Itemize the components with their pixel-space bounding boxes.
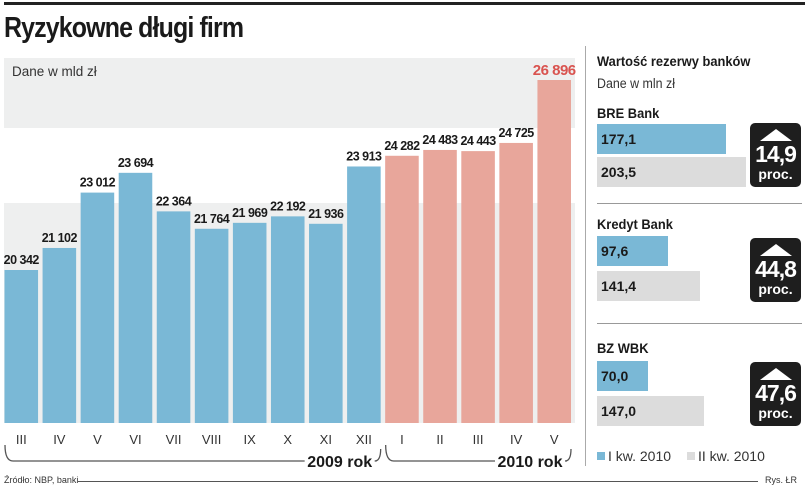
tick-label-4: VII [166, 432, 182, 447]
tick-label-13: IV [510, 432, 523, 447]
tick-label-7: X [283, 432, 292, 447]
value-label-10: 24 282 [384, 139, 420, 153]
q1-value: 97,6 [601, 243, 629, 259]
q2-bar: 141,4 [597, 271, 701, 301]
bar-5 [194, 228, 229, 423]
source-note: Źródło: NBP, banki [4, 475, 79, 485]
bar-14 [537, 80, 571, 423]
bar-1 [42, 247, 77, 423]
legend: I kw. 2010 II kw. 2010 [597, 448, 765, 464]
q2-bar: 147,0 [597, 396, 705, 426]
value-label-14: 26 896 [533, 62, 576, 79]
tick-label-11: II [436, 432, 443, 447]
legend-label-q1: I kw. 2010 [608, 448, 672, 464]
value-label-7: 22 192 [270, 199, 306, 213]
tick-label-3: VI [129, 432, 141, 447]
value-label-1: 21 102 [42, 231, 78, 245]
tick-label-5: VIII [202, 432, 222, 447]
footer-rule [78, 481, 758, 482]
separator [597, 203, 802, 204]
value-label-3: 23 694 [118, 156, 154, 170]
tick-label-0: III [16, 432, 27, 447]
change-unit: proc. [758, 281, 793, 297]
change-percent: 44,8 [755, 256, 797, 282]
q1-value: 70,0 [601, 368, 629, 384]
value-label-0: 20 342 [4, 253, 40, 267]
year-bracket-0 [4, 444, 382, 462]
bank-name: Kredyt Bank [597, 216, 673, 232]
year-label-0: 2009 rok [307, 454, 372, 471]
bank-name: BZ WBK [597, 340, 649, 356]
change-percent: 47,6 [755, 380, 797, 406]
bar-7 [270, 216, 305, 423]
side-panel-title: Wartość rezerwy banków [597, 53, 751, 69]
value-label-5: 21 764 [194, 212, 230, 226]
year-label-1: 2010 rok [498, 454, 563, 471]
side-panel-subtitle: Dane w mln zł [597, 76, 675, 91]
tick-label-1: IV [53, 432, 66, 447]
tick-label-9: XII [356, 432, 372, 447]
up-arrow-icon [760, 129, 792, 141]
bar-10 [385, 155, 419, 424]
change-badge: 44,8 proc. [750, 238, 801, 302]
value-label-13: 24 725 [499, 126, 535, 140]
tick-label-12: III [473, 432, 484, 447]
bar-3 [118, 172, 153, 423]
value-label-2: 23 012 [80, 176, 116, 190]
q2-value: 141,4 [601, 278, 637, 294]
value-label-9: 23 913 [346, 149, 382, 163]
bank-name: BRE Bank [597, 105, 660, 121]
up-arrow-icon [760, 368, 792, 380]
change-badge: 14,9 proc. [750, 123, 801, 187]
bar-2 [80, 192, 115, 423]
change-unit: proc. [758, 405, 793, 421]
year-bracket-1 [385, 444, 572, 462]
up-arrow-icon [760, 244, 792, 256]
q1-bar: 70,0 [597, 361, 649, 391]
q1-bar: 177,1 [597, 124, 727, 154]
value-label-8: 21 936 [308, 207, 344, 221]
value-label-4: 22 364 [156, 194, 192, 208]
chart-title: Ryzykowne długi firm [4, 12, 244, 44]
bar-13 [499, 142, 533, 423]
tick-label-2: V [93, 432, 102, 447]
change-badge: 47,6 proc. [750, 362, 801, 426]
q2-bar: 203,5 [597, 157, 746, 187]
tick-label-14: V [550, 432, 559, 447]
bar-9 [347, 166, 381, 423]
legend-swatch-q1 [597, 452, 605, 460]
legend-label-q2: II kw. 2010 [697, 448, 765, 464]
bar-0 [4, 270, 39, 423]
value-label-12: 24 443 [460, 134, 496, 148]
bar-4 [156, 211, 191, 423]
value-label-6: 21 969 [232, 206, 268, 220]
change-unit: proc. [758, 166, 793, 182]
q1-bar: 97,6 [597, 236, 669, 266]
q1-value: 177,1 [601, 131, 637, 147]
bar-6 [232, 222, 267, 423]
panel-divider [585, 46, 586, 466]
tick-label-8: XI [320, 432, 332, 447]
legend-swatch-q2 [686, 452, 695, 460]
tick-label-6: IX [244, 432, 257, 447]
bar-11 [423, 149, 457, 423]
value-label-11: 24 483 [422, 133, 458, 147]
q2-value: 203,5 [601, 164, 637, 180]
q2-value: 147,0 [601, 403, 637, 419]
credit-note: Rys. ŁR [765, 475, 798, 485]
bar-8 [309, 223, 343, 423]
background-band-top [4, 58, 575, 128]
tick-label-10: I [400, 432, 404, 447]
chart-subtitle: Dane w mld zł [12, 64, 97, 79]
separator [597, 323, 802, 324]
change-percent: 14,9 [755, 141, 797, 167]
top-rule [4, 2, 805, 5]
bar-12 [461, 151, 495, 423]
